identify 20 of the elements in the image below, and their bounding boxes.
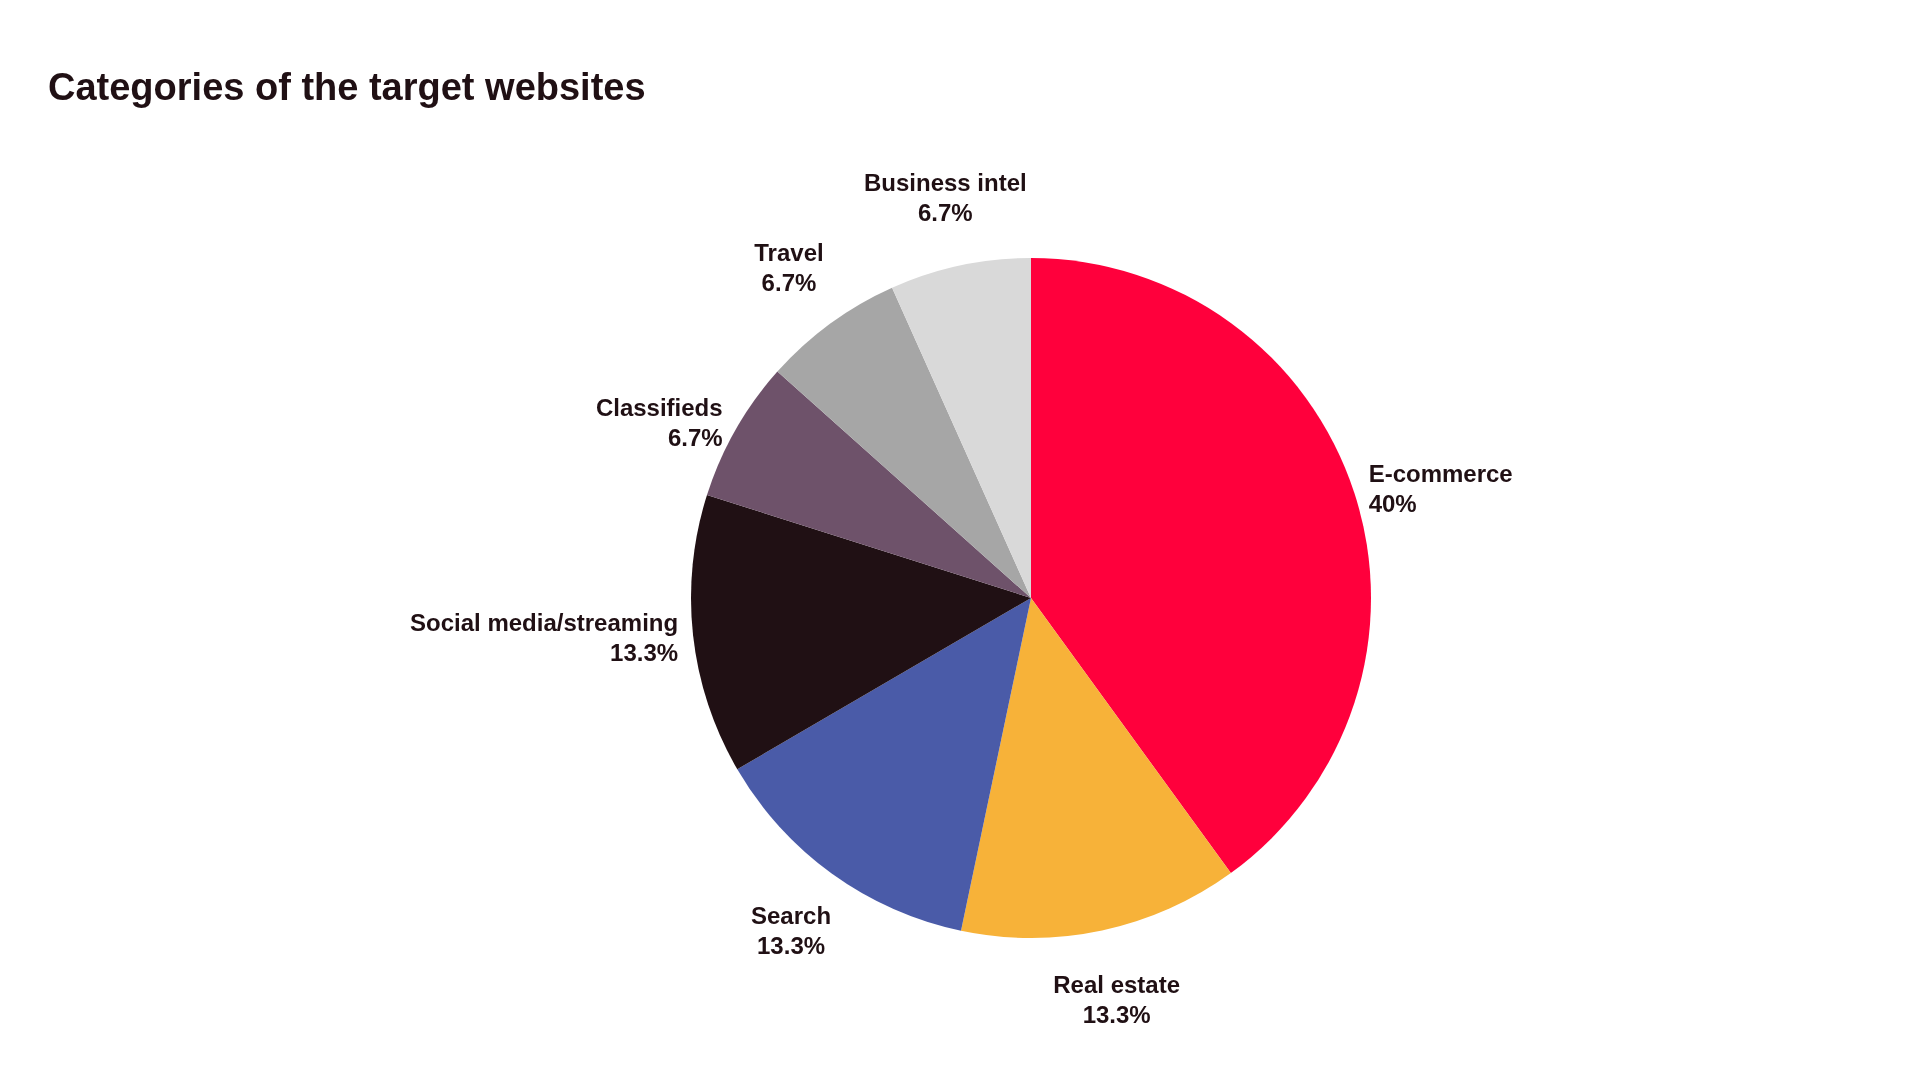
data-label: 40%	[1368, 490, 1417, 518]
data-label: 13.3%	[610, 638, 679, 666]
pie-slice	[1031, 258, 1371, 874]
slice-label: Travel	[754, 239, 824, 267]
slice-label: Search	[751, 902, 832, 930]
slice-label: Classifieds	[595, 394, 723, 422]
data-label: 13.3%	[757, 932, 826, 960]
pie-slice	[691, 494, 1031, 770]
slice-label: Social media/streaming	[410, 608, 679, 636]
data-label: 6.7%	[761, 269, 817, 297]
slice-label: Business intel	[863, 169, 1027, 197]
slice-label: Real estate	[1053, 970, 1181, 998]
pie-slice	[892, 258, 1031, 598]
data-label: 13.3%	[1082, 1000, 1151, 1028]
pie-slice	[961, 598, 1231, 938]
data-label: 6.7%	[917, 199, 973, 227]
data-label: 6.7%	[667, 424, 723, 452]
pie-slice	[737, 598, 1031, 931]
chart-title: Categories of the target websites	[48, 66, 646, 109]
slice-label: E-commerce	[1368, 460, 1513, 488]
